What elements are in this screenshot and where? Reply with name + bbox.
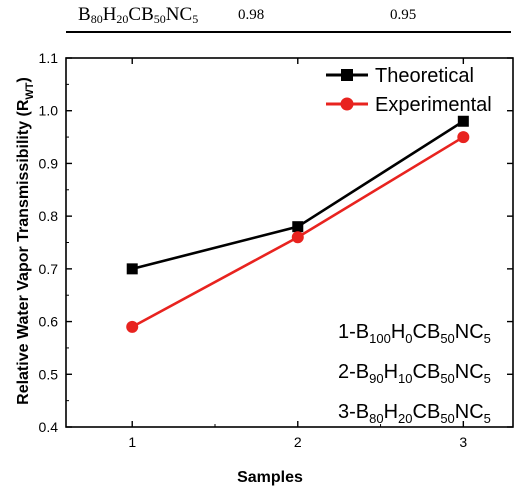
x-tick-label: 2 <box>294 434 302 450</box>
point-theoretical <box>457 115 469 127</box>
table-sample-cell: B80H20CB50NC5 <box>78 4 199 26</box>
legend: Theoretical Experimental <box>326 65 492 116</box>
y-tick-label: 0.5 <box>39 366 59 382</box>
tick-labels: 0.4 0.5 0.6 0.7 0.8 0.9 1.0 1.1 1 2 3 <box>39 50 468 450</box>
point-experimental <box>291 231 304 244</box>
axes <box>65 57 514 428</box>
y-tick-label: 0.6 <box>39 314 59 330</box>
y-tick-label: 0.8 <box>39 208 59 224</box>
sample-label-2: 2-B90H10CB50NC5 <box>338 361 491 386</box>
point-theoretical <box>126 263 138 275</box>
y-tick-label: 1.0 <box>39 103 59 119</box>
sample-label-1: 1-B100H0CB50NC5 <box>338 321 491 346</box>
table-theoretical-cell: 0.98 <box>238 7 265 23</box>
table-strip: B80H20CB50NC5 0.98 0.95 <box>0 0 532 40</box>
series-line-theoretical <box>131 120 465 271</box>
table-bottom-rule <box>66 31 511 33</box>
legend-experimental-label: Experimental <box>375 94 492 116</box>
y-tick-label: 0.4 <box>39 419 59 435</box>
sample-labels: 1-B100H0CB50NC5 2-B90H10CB50NC5 3-B80H20… <box>338 321 491 426</box>
point-experimental <box>457 131 470 144</box>
y-tick-label: 0.7 <box>39 261 59 277</box>
point-theoretical <box>292 221 304 233</box>
y-axis-title: Relative Water Vapor Transmissibility (R… <box>15 77 36 405</box>
legend-experimental-marker <box>340 97 354 111</box>
x-axis-title: Samples <box>237 469 303 486</box>
legend-theoretical-marker <box>341 69 353 81</box>
x-tick-label: 1 <box>128 434 136 450</box>
y-tick-label: 1.1 <box>39 50 59 66</box>
series <box>126 115 470 333</box>
table-experimental-cell: 0.95 <box>390 7 417 23</box>
legend-theoretical-label: Theoretical <box>375 65 474 87</box>
sample-label-3: 3-B80H20CB50NC5 <box>338 401 491 426</box>
x-tick-label: 3 <box>459 434 467 450</box>
y-tick-label: 0.9 <box>39 155 59 171</box>
point-experimental <box>126 320 139 333</box>
